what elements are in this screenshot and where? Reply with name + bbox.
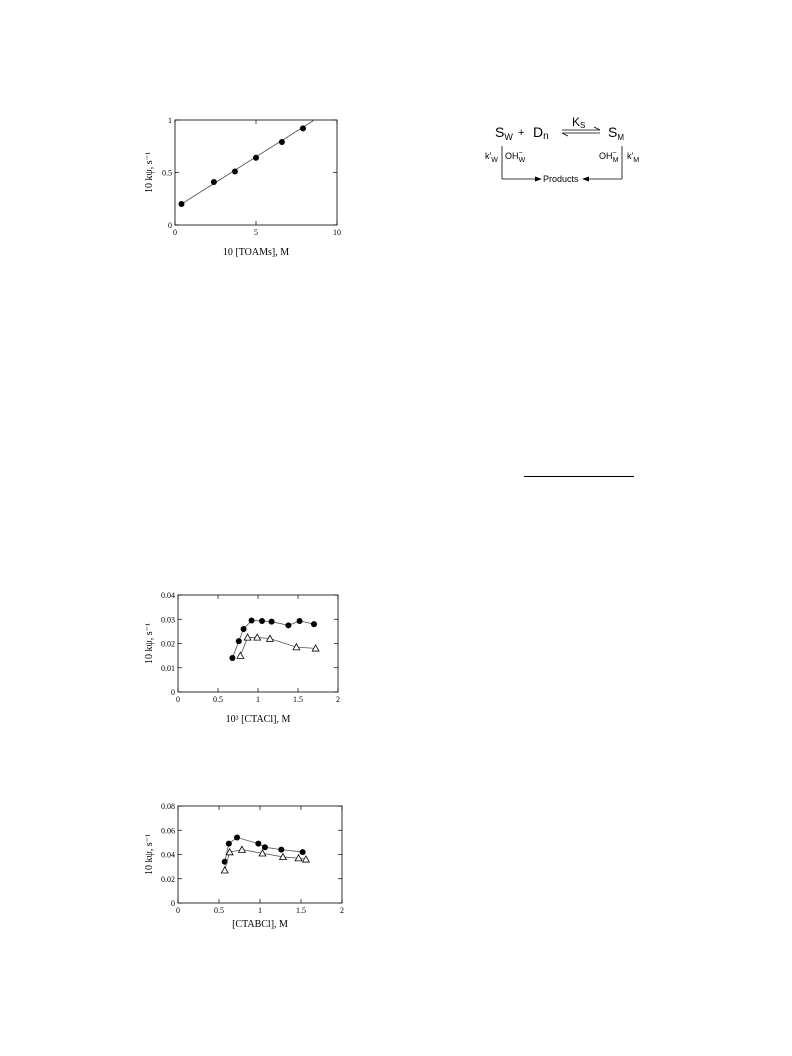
data-point-circle [178, 201, 185, 207]
data-point-circle [278, 139, 285, 146]
y-tick-label: 0 [171, 899, 175, 908]
y-tick-label: 0.5 [162, 169, 172, 178]
x-tick-label: 0 [176, 695, 180, 704]
fit-line [181, 120, 315, 205]
reaction-scheme: SW + Dn KS SM k'W OH− W OH− M k'M Products [485, 115, 639, 184]
x-tick-label: 10 [333, 228, 341, 237]
data-point-circle [299, 125, 306, 132]
y-axis-label: 10 kψ, s⁻¹ [144, 152, 155, 193]
data-point-circle [231, 168, 238, 175]
scheme-plus: + [518, 127, 524, 139]
data-point-triangle [225, 847, 234, 856]
scheme-products: Products [543, 174, 579, 184]
data-point-triangle [253, 633, 262, 641]
data-point-circle [255, 840, 262, 847]
data-point-circle [240, 625, 247, 632]
x-axis-label: 10 [TOAMs], M [223, 247, 289, 258]
x-tick-label: 5 [254, 228, 258, 237]
data-point-circle [259, 617, 265, 624]
x-tick-label: 2 [336, 695, 340, 704]
data-point-circle [261, 844, 268, 851]
y-tick-label: 0.06 [161, 826, 175, 835]
data-point-circle [229, 655, 236, 662]
data-point-triangle [292, 642, 301, 651]
x-tick-label: 0.5 [214, 906, 224, 915]
y-tick-label: 0.02 [161, 875, 175, 884]
products-arrows [501, 146, 623, 180]
scheme-ohw: OH− W [505, 150, 526, 164]
plot-frame [177, 594, 339, 693]
y-tick-label: 0.08 [161, 802, 175, 811]
data-point-triangle [311, 644, 320, 652]
chart-ctacl: 0 0.5 1 1.5 2 0 0.01 0.02 0.03 0.04 10³ [CTACl], M… [144, 591, 340, 725]
data-point-triangle [236, 651, 245, 659]
y-tick-label: 0.02 [161, 640, 175, 649]
data-point-triangle [278, 852, 288, 861]
plot-frame [174, 119, 338, 226]
data-point-triangle [237, 845, 247, 853]
x-axis-label: 10³ [CTACl], M [226, 714, 291, 725]
data-point-circle [235, 638, 242, 645]
data-point-triangle [301, 855, 310, 863]
data-point-circle [278, 846, 285, 853]
data-point-triangle [294, 853, 303, 862]
data-point-circle [225, 840, 232, 847]
y-tick-label: 0 [168, 221, 172, 230]
data-point-circle [285, 622, 292, 629]
chart-toams: 0 5 10 0 0.5 1 10 [TOAMs], M 10 kψ, s⁻¹ [144, 116, 341, 258]
data-point-circle [234, 834, 241, 841]
data-point-triangle [243, 633, 252, 641]
equilibrium-arrow [561, 126, 601, 137]
scheme-sm: SM [608, 124, 624, 142]
scheme-ks: KS [572, 115, 585, 130]
series-line [224, 849, 306, 871]
scheme-dn: Dn [533, 124, 549, 142]
data-point-triangle [265, 634, 275, 642]
arrow-head-right [582, 176, 589, 182]
data-point-circle [210, 178, 217, 185]
data-point-circle [248, 617, 255, 624]
y-tick-label: 0.01 [161, 664, 175, 673]
y-tick-label: 1 [168, 116, 172, 125]
x-tick-label: 1.5 [293, 695, 303, 704]
x-tick-label: 1 [256, 695, 260, 704]
data-point-circle [268, 618, 275, 625]
y-tick-label: 0.03 [161, 615, 175, 624]
data-point-circle [311, 621, 317, 628]
y-tick-label: 0 [171, 688, 175, 697]
y-tick-label: 0.04 [161, 591, 175, 600]
x-tick-label: 0 [173, 228, 177, 237]
data-point-triangle [220, 866, 229, 874]
x-tick-label: 1.5 [296, 906, 306, 915]
series-line [240, 637, 316, 656]
x-tick-label: 2 [340, 906, 344, 915]
y-tick-label: 0.04 [161, 851, 175, 860]
divider-rule [524, 476, 634, 477]
x-axis-label: [CTABCl], M [232, 919, 288, 930]
scheme-ohm: OH− M [599, 150, 619, 164]
y-axis-label: 10 kψ, s⁻¹ [144, 623, 155, 664]
x-tick-label: 0.5 [213, 695, 223, 704]
x-tick-label: 0 [176, 906, 180, 915]
chart-ctabcl: 0 0.5 1 1.5 2 0 0.02 0.04 0.06 0.08 [CTABCl], M 10 … [144, 802, 344, 930]
data-point-circle [296, 617, 303, 624]
scheme-kw: k'W [485, 151, 498, 164]
scheme-sw: SW [495, 124, 513, 142]
scheme-km: k'M [627, 151, 639, 164]
arrow-head-left [535, 176, 542, 182]
x-tick-label: 1 [258, 906, 262, 915]
data-point-triangle [258, 849, 267, 857]
data-point-circle [253, 154, 259, 161]
y-axis-label: 10 kψ, s⁻¹ [144, 834, 155, 875]
data-point-circle [299, 849, 306, 856]
